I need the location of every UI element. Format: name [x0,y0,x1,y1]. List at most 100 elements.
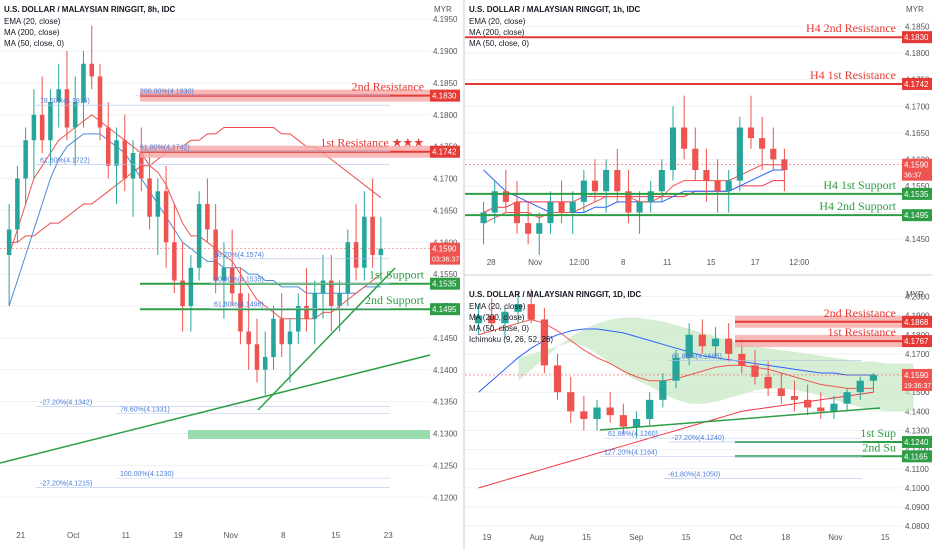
candles [474,288,878,439]
candle-body [770,148,777,160]
candle-body [580,411,588,419]
price-tick-label: 4.1850 [433,79,458,88]
price-tick-label: 4.1200 [433,493,458,502]
candle-body [685,334,693,358]
candle-body [271,318,276,357]
currency-label: MYR [906,290,924,299]
level-price-badge [430,277,460,290]
candle-body [536,223,543,234]
price-tick-label: 4.1350 [433,398,458,407]
candle-body [567,392,575,412]
candle-body [580,180,587,202]
level-price-badge [902,450,932,463]
level-price-badge [902,335,932,348]
price-tick-label: 4.1250 [433,461,458,470]
candle-body [64,89,70,128]
level-label: H4 2nd Resistance [806,21,896,35]
indicator-label: Ichimoku (9, 26, 52, 26) [469,335,553,344]
candle-body [172,242,177,281]
support-zone-8h [188,430,430,439]
level-label: 2nd Su [862,440,896,454]
price-tick-label: 4.1800 [905,49,930,58]
level-label: H4 2nd Support [819,199,896,213]
candle-body [513,201,521,224]
price-axis: 4.18504.18004.17504.17004.16504.16004.15… [465,23,930,244]
time-axis: 21 Oct 11 19 Nov 8 15 23 [16,531,393,540]
indicator-label: MA (50, close, 0) [4,39,64,48]
level-price-text: 4.1495 [432,305,457,314]
time-tick-label: 19 [482,533,491,542]
candle-body [558,201,565,213]
candle-body [625,191,632,213]
time-axis: 19 Aug 15 Sep 15 Oct 18 Nov 15 [482,533,890,542]
price-tick-label: 4.1000 [905,484,930,493]
level-price-text: 4.1868 [904,318,929,327]
level-price-badge [430,145,460,158]
candle-body [725,180,732,192]
candle-body [89,63,95,77]
candle-body [163,191,169,243]
fib-label: 61.80%(4.1665) [672,354,722,361]
candle-body [205,204,210,230]
candle-body [856,380,864,393]
candle-body [229,267,235,294]
level-price-text: 4.1830 [432,92,457,101]
candle-body [337,293,342,306]
candle-body [279,318,285,345]
candle-body [593,407,601,419]
level-price-text: 4.1240 [904,438,929,447]
level-label: 2nd Support [365,293,425,307]
candle-body [114,140,119,166]
fib-labels: 200.00%(4.1830) 78.60%(4.1815) 61.80%(4.17… [36,89,390,488]
candle-body [304,306,309,319]
chart-header: U.S. DOLLAR / MALAYSIAN RINGGIT, 1h, IDC… [469,5,924,48]
level-price-text: 4.1535 [432,280,457,289]
candle-body [254,344,260,370]
last-price-badge [902,368,932,391]
time-tick-label: 11 [663,258,672,267]
candle-body [843,392,851,404]
chart-title: U.S. DOLLAR / MALAYSIAN RINGGIT, 1h, IDC [469,5,640,14]
time-tick-label: Nov [828,533,842,542]
candle-body [527,304,535,320]
indicator-label: MA (200, close) [469,313,525,322]
level-label: 1st Resistance ★★★ [320,136,424,150]
candle-body [488,315,496,324]
level-label: 1st Sup [860,426,896,440]
indicator-label: MA (50, close, 0) [469,324,529,333]
price-tick-label: 4.1700 [433,175,458,184]
price-tick-label: 4.1800 [433,111,458,120]
price-tick-label: 4.1550 [433,270,458,279]
candle-body [669,127,677,170]
candle-body [362,216,367,268]
candle-body [647,191,654,202]
time-tick-label: 11 [122,531,131,540]
candle-body [817,407,825,412]
candle-body [39,114,45,141]
time-tick-label: 15 [707,258,716,267]
level-label: 2nd Resistance [352,80,424,94]
time-tick-label: 18 [781,533,790,542]
price-tick-label: 4.1550 [905,182,930,191]
price-tick-label: 4.1700 [905,350,930,359]
price-tick-label: 4.1400 [905,407,930,416]
chart-panel-chart-1d: 4.20004.19004.18004.17004.16004.15004.14… [465,288,932,542]
candle-body [287,331,293,345]
candle-body [632,418,641,427]
candle-body [672,357,680,381]
candle-body [759,138,766,149]
price-tick-label: 4.1700 [905,102,930,111]
level-price-badge [430,303,460,316]
candle-body [606,407,614,416]
candle-body [711,338,720,347]
time-tick-label: Nov [224,531,238,540]
price-tick-label: 4.0800 [905,522,930,531]
fib-label: 61.80%(4.1742) [140,145,190,152]
level-price-badge [902,31,932,44]
indicator-label: EMA (20, close) [469,302,526,311]
candle-body [591,180,599,192]
fib-label: -27.20%(4.1215) [40,481,92,488]
candles [480,95,788,255]
price-tick-label: 4.2000 [905,292,930,301]
level-label: 2nd Resistance [824,306,896,320]
